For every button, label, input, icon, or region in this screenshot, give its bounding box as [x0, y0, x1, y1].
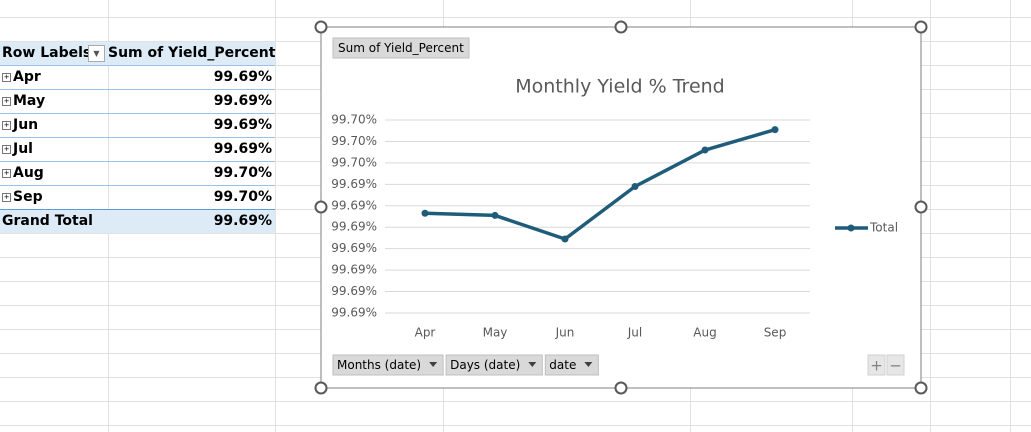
chart-title: Monthly Yield % Trend [515, 76, 724, 98]
total-border [0, 209, 275, 210]
button-face [445, 354, 543, 376]
y-tick-label: 99.69% [331, 263, 377, 277]
zoom-button[interactable] [867, 354, 886, 376]
data-point [701, 146, 709, 154]
y-tick-label: 99.69% [331, 241, 377, 255]
row-value: 99.69% [213, 69, 272, 85]
row-label-text: May [13, 93, 46, 109]
dropdown-arrow [528, 362, 537, 367]
header-cell: Row Labels ▼ [0, 42, 108, 65]
resize-handle[interactable] [914, 20, 928, 34]
y-tick-label: 99.69% [331, 306, 377, 320]
row-label: + Aug [0, 162, 108, 185]
total-label: Grand Total [0, 210, 108, 233]
resize-handle[interactable] [614, 20, 628, 34]
zoom-button-label: + [870, 357, 883, 375]
expand-button[interactable]: + [2, 193, 11, 202]
row-label-text: Apr [13, 69, 41, 85]
row-value: 99.70% [213, 165, 272, 181]
expand-button[interactable]: + [2, 97, 11, 106]
dropdown-arrow [584, 362, 593, 367]
header-cell: Sum of Yield_Percent [108, 42, 275, 65]
y-tick-label: 99.70% [331, 113, 377, 127]
axis-field-button[interactable]: Days (date) [445, 354, 543, 376]
data-point [561, 235, 569, 243]
column-line [1010, 0, 1011, 432]
button-label: Days (date) [450, 358, 520, 372]
zoom-button-label: − [889, 357, 902, 375]
x-tick-label: May [483, 326, 508, 340]
y-tick-label: 99.69% [331, 177, 377, 191]
data-point [771, 126, 779, 134]
y-tick-label: 99.69% [331, 198, 377, 212]
filter-dropdown[interactable]: ▼ [88, 45, 105, 62]
row-label-text: Jul [13, 141, 33, 157]
total-value: 99.69% [108, 210, 275, 233]
header-text: Row Labels [2, 45, 92, 61]
row-label: + May [0, 90, 108, 113]
row-label: + Jun [0, 114, 108, 137]
button-label: date [549, 358, 576, 372]
resize-handle[interactable] [314, 20, 328, 34]
expand-button[interactable]: + [2, 121, 11, 130]
row-label: + Apr [0, 66, 108, 89]
button-label: Months (date) [337, 358, 421, 372]
field-button[interactable] [332, 37, 470, 59]
zoom-button[interactable] [886, 354, 905, 376]
field-button-label: Sum of Yield_Percent [338, 41, 464, 55]
resize-handle[interactable] [914, 381, 928, 395]
y-tick-label: 99.69% [331, 220, 377, 234]
data-point [421, 209, 429, 217]
resize-handle[interactable] [914, 200, 928, 214]
resize-handle[interactable] [314, 381, 328, 395]
row-border [0, 89, 275, 90]
y-tick-label: 99.70% [331, 155, 377, 169]
x-tick-label: Jun [555, 326, 575, 340]
row-value: 99.69% [213, 93, 272, 109]
row-value: 99.70% [213, 189, 272, 205]
expand-button[interactable]: + [2, 73, 11, 82]
resize-handle[interactable] [614, 381, 628, 395]
series-line [424, 127, 776, 241]
x-tick-label: Apr [415, 326, 436, 340]
dropdown-arrow [429, 362, 438, 367]
row-label-text: Aug [13, 165, 44, 181]
button-face [544, 354, 599, 376]
row-label: + Sep [0, 186, 108, 209]
legend-label: Total [869, 221, 898, 235]
x-tick-label: Aug [693, 326, 716, 340]
x-tick-label: Sep [764, 326, 787, 340]
column-line [930, 0, 931, 432]
row-border [0, 161, 275, 162]
row-border [0, 65, 275, 66]
axis-field-button[interactable]: date [544, 354, 599, 376]
row-label: + Jul [0, 138, 108, 161]
legend-marker [847, 224, 855, 232]
expand-button[interactable]: + [2, 169, 11, 178]
data-point [631, 182, 639, 190]
x-tick-label: Jul [627, 326, 642, 340]
row-border [0, 185, 275, 186]
row-label-text: Jun [13, 117, 39, 133]
y-tick-label: 99.69% [331, 284, 377, 298]
resize-handle[interactable] [314, 200, 328, 214]
row-label-text: Sep [13, 189, 43, 205]
chart-area[interactable] [320, 26, 922, 389]
column-line [275, 0, 276, 432]
button-face [332, 354, 444, 376]
row-border [0, 137, 275, 138]
data-point [491, 211, 499, 219]
axis-field-button[interactable]: Months (date) [332, 354, 444, 376]
expand-button[interactable]: + [2, 145, 11, 154]
row-border [0, 113, 275, 114]
y-tick-label: 99.70% [331, 134, 377, 148]
row-value: 99.69% [213, 117, 272, 133]
row-value: 99.69% [213, 141, 272, 157]
